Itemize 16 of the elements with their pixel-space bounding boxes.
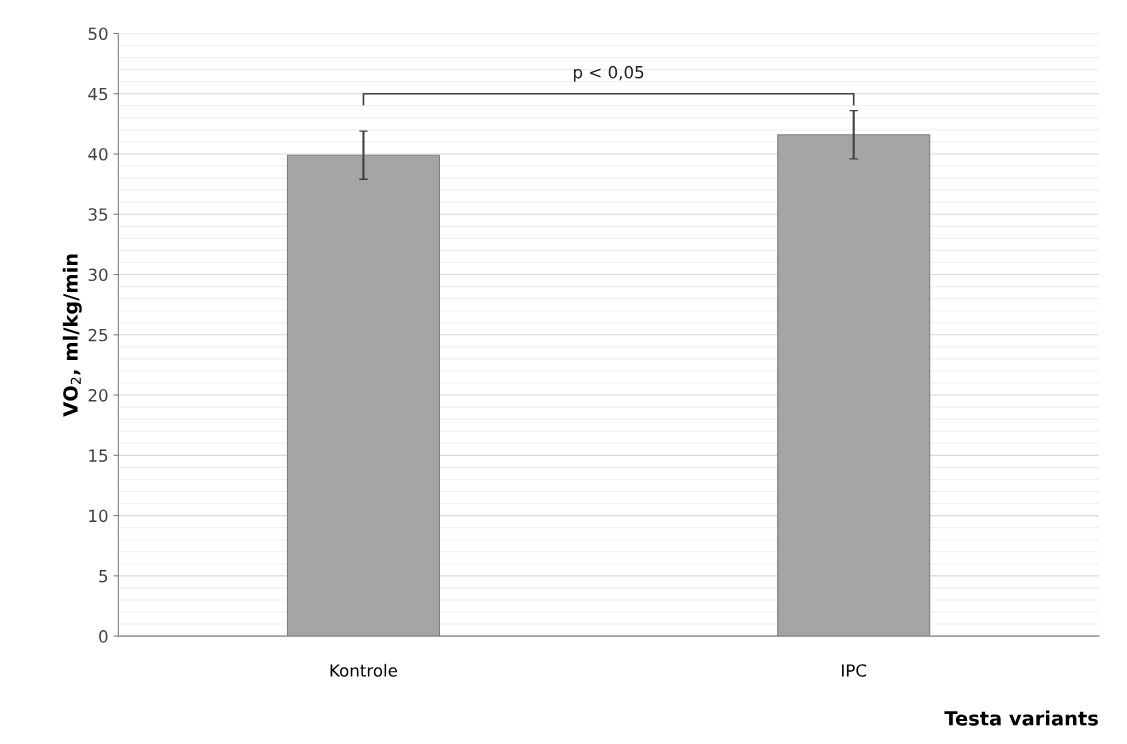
y-tick-label: 40 bbox=[88, 147, 108, 161]
y-tick-label: 50 bbox=[88, 27, 108, 41]
y-tick-label: 0 bbox=[99, 630, 108, 643]
annotation: p < 0,05 bbox=[573, 65, 644, 82]
x-axis-title: Testa variants bbox=[944, 710, 1098, 726]
y-tick-label: 25 bbox=[88, 328, 108, 342]
y-axis-title: VO$_{2}$, ml/kg/min bbox=[62, 254, 82, 417]
x-tick-label: Kontrole bbox=[330, 663, 398, 677]
y-tick-label: 20 bbox=[88, 389, 108, 402]
x-tick-label: IPC bbox=[842, 664, 867, 677]
y-tick-label: 35 bbox=[88, 208, 108, 221]
y-tick-label: 45 bbox=[88, 87, 108, 101]
y-tick-label: 15 bbox=[89, 449, 108, 462]
y-tick-label: 10 bbox=[89, 509, 108, 523]
y-tick-label: 5 bbox=[99, 570, 108, 583]
y-tick-label: 30 bbox=[88, 268, 108, 282]
